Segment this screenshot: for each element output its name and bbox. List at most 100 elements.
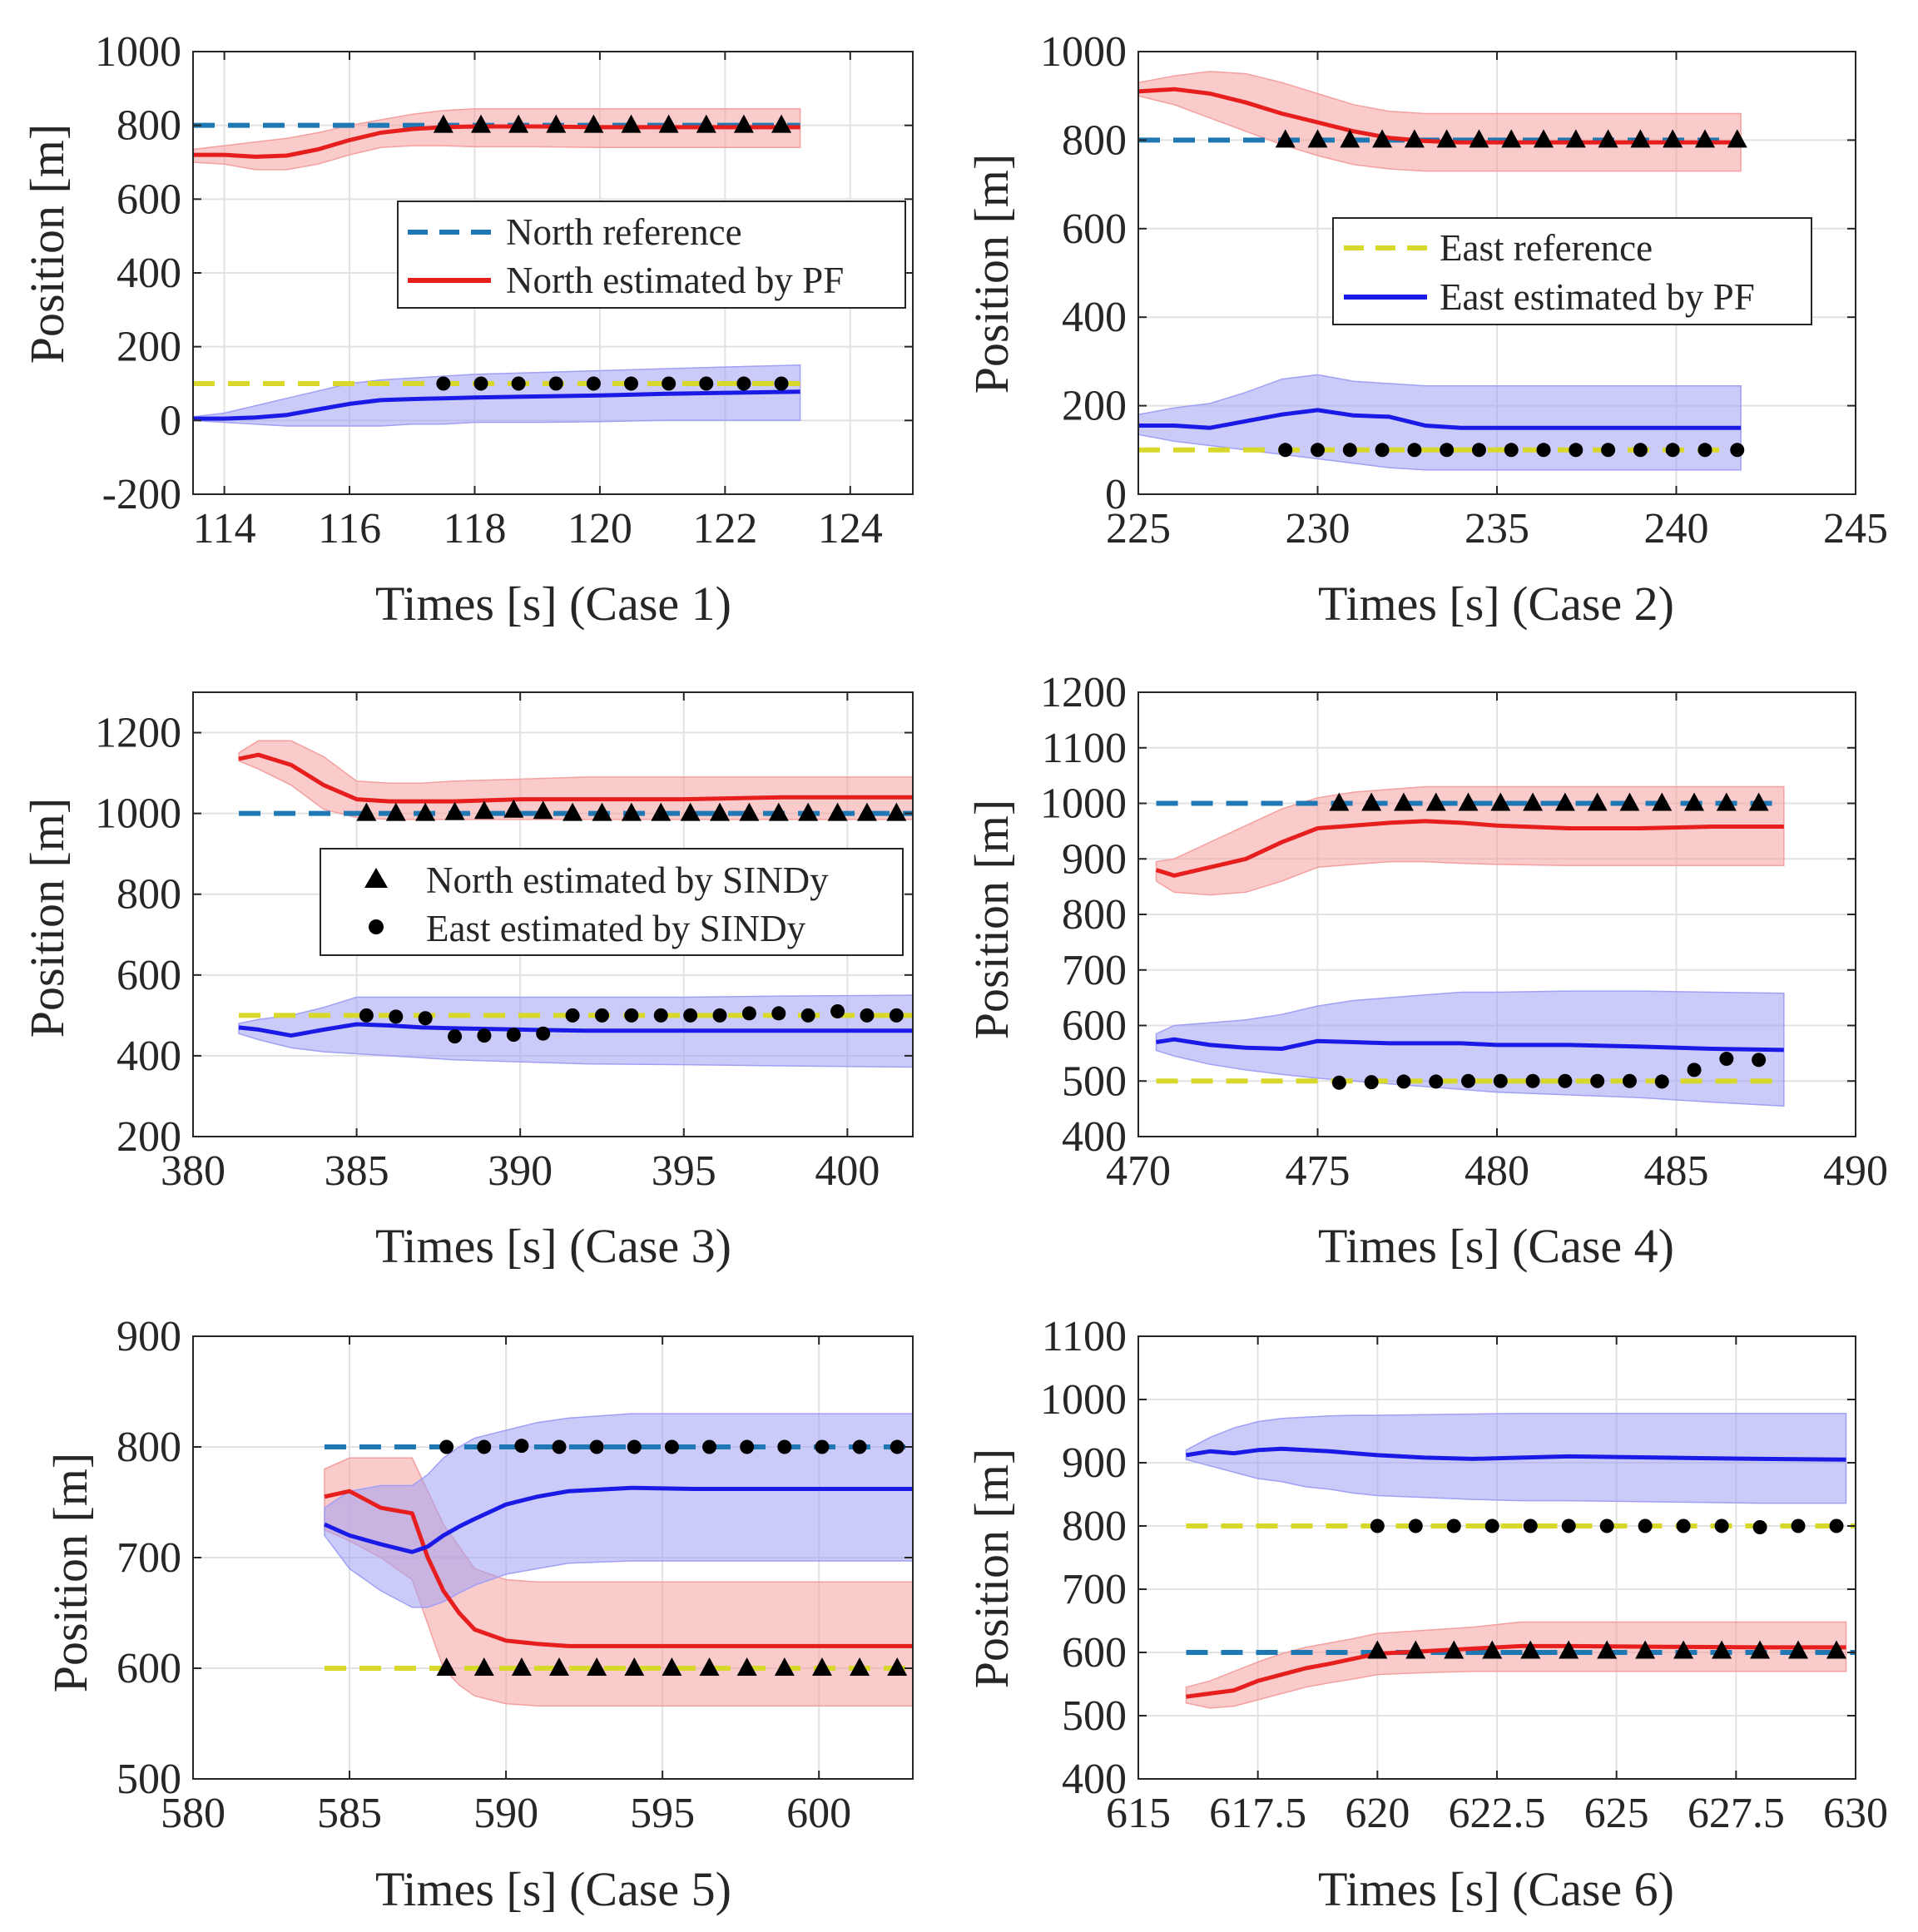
sindy-marker-triangle xyxy=(549,1657,570,1676)
sindy-marker-circle xyxy=(594,1008,609,1023)
sindy-marker-circle xyxy=(1278,443,1293,458)
sindy-marker-circle xyxy=(774,376,789,391)
sindy-marker-circle xyxy=(1654,1074,1669,1089)
sindy-marker-triangle xyxy=(533,800,553,820)
pf-line-east xyxy=(1156,1037,1784,1053)
sindy-marker-circle xyxy=(1523,1518,1538,1533)
sindy-marker-triangle xyxy=(1469,129,1489,148)
x-tick-label: 235 xyxy=(1465,505,1529,552)
sindy-marker-triangle xyxy=(433,114,453,133)
y-tick-label: 400 xyxy=(1062,1756,1127,1803)
plot-area: 380 385 390 395 400 200 400 600 800 1000 1200 xyxy=(95,691,914,1195)
sindy-marker-triangle xyxy=(444,801,465,820)
x-tick-label: 615 xyxy=(1106,1790,1171,1837)
sindy-marker-circle xyxy=(1561,1518,1576,1533)
legend-label-east-sindy: East estimated by SINDy xyxy=(426,908,806,949)
sindy-marker-circle xyxy=(1714,1518,1729,1533)
sindy-marker-circle xyxy=(683,1008,698,1023)
sindy-marker-triangle xyxy=(511,1657,532,1676)
confidence-band-north xyxy=(1185,1621,1847,1709)
sindy-marker-circle xyxy=(712,1008,727,1023)
x-tick-label: 595 xyxy=(630,1790,695,1837)
sindy-marker-circle xyxy=(699,376,714,391)
x-tick-label: 480 xyxy=(1465,1147,1529,1195)
sindy-marker-circle xyxy=(627,1439,642,1454)
sindy-marker-circle xyxy=(624,376,639,391)
sindy-marker-circle xyxy=(890,1439,904,1454)
sindy-marker-triangle xyxy=(583,114,604,133)
sindy-marker-triangle xyxy=(1372,129,1393,148)
sindy-marker-triangle xyxy=(662,1657,682,1676)
y-tick-label: 0 xyxy=(1105,471,1127,518)
x-axis-label: Times [s] (Case 5) xyxy=(375,1862,731,1916)
x-tick-label: 625 xyxy=(1584,1790,1649,1837)
legend: East reference East estimated by PF xyxy=(1332,217,1812,325)
sindy-marker-triangle xyxy=(798,802,819,821)
pf-line-north xyxy=(1155,819,1784,878)
x-tick-label: 617.5 xyxy=(1209,1790,1306,1837)
plot-area: 580 585 590 595 600 500 600 700 800 900 xyxy=(116,1313,914,1837)
y-tick-label: 500 xyxy=(116,1756,181,1803)
x-tick-label: 627.5 xyxy=(1688,1790,1785,1837)
sindy-marker-triangle xyxy=(1340,129,1360,148)
sindy-marker-triangle xyxy=(736,1657,757,1676)
sindy-marker-circle xyxy=(1829,1518,1844,1533)
sindy-marker-triangle xyxy=(1597,1640,1618,1659)
sindy-marker-circle xyxy=(1752,1520,1767,1535)
sindy-marker-triangle xyxy=(624,1657,645,1676)
legend-box xyxy=(397,201,906,309)
x-tick-label: 590 xyxy=(473,1790,538,1837)
series-layer xyxy=(238,740,913,1068)
confidence-band-east xyxy=(324,1413,913,1608)
sindy-marker-triangle xyxy=(1520,1640,1541,1659)
sindy-marker-circle xyxy=(1446,1518,1461,1533)
y-tick-label: 600 xyxy=(116,1645,181,1692)
sindy-marker-circle xyxy=(473,376,488,391)
sindy-marker-circle xyxy=(889,1008,904,1023)
sindy-marker-circle xyxy=(548,376,563,391)
legend-box xyxy=(1332,217,1812,325)
sindy-marker-triangle xyxy=(811,1657,832,1676)
chart-panel-case2: 225 230 235 240 245 0 200 400 600 800 1000 Positio… xyxy=(964,28,1888,631)
sindy-marker-circle xyxy=(565,1008,580,1023)
x-tick-label: 490 xyxy=(1823,1147,1888,1195)
sindy-marker-circle xyxy=(1569,443,1583,458)
sindy-marker-triangle xyxy=(1748,792,1769,811)
y-tick-label: 500 xyxy=(1062,1058,1127,1105)
sindy-marker-circle xyxy=(1331,1075,1346,1090)
sindy-marker-triangle xyxy=(1458,792,1479,811)
x-tick-label: 390 xyxy=(488,1147,553,1195)
y-tick-label: 800 xyxy=(1062,1503,1127,1550)
x-tick-label: 385 xyxy=(325,1147,389,1195)
sindy-marker-triangle xyxy=(850,1657,870,1676)
x-tick-label: 485 xyxy=(1644,1147,1709,1195)
legend-label-east-pf: East estimated by PF xyxy=(1440,276,1755,318)
x-axis-label: Times [s] (Case 1) xyxy=(375,577,731,631)
y-tick-label: 800 xyxy=(1062,891,1127,939)
sindy-marker-triangle xyxy=(1554,792,1575,811)
x-tick-label: 620 xyxy=(1345,1790,1410,1837)
sindy-marker-circle xyxy=(1638,1518,1653,1533)
y-tick-label: 1100 xyxy=(1042,725,1127,772)
x-axis-label: Times [s] (Case 6) xyxy=(1318,1862,1674,1916)
sindy-marker-triangle xyxy=(1307,129,1328,148)
x-tick-label: 380 xyxy=(161,1147,226,1195)
sindy-marker-circle xyxy=(1440,443,1455,458)
y-tick-label: 900 xyxy=(116,1313,181,1360)
sindy-marker-circle xyxy=(664,1439,679,1454)
y-tick-label: 700 xyxy=(1062,1566,1127,1613)
sindy-marker-circle xyxy=(506,1028,521,1043)
sindy-marker-circle xyxy=(662,376,677,391)
sindy-marker-triangle xyxy=(621,802,642,821)
y-tick-label: 600 xyxy=(1062,1003,1127,1050)
sindy-marker-triangle xyxy=(886,802,907,821)
sindy-marker-circle xyxy=(1504,443,1519,458)
series-layer xyxy=(323,1413,913,1707)
sindy-marker-triangle xyxy=(473,800,494,820)
sindy-marker-triangle xyxy=(1630,129,1651,148)
sindy-marker-circle xyxy=(1408,1518,1423,1533)
pf-line-east xyxy=(238,1022,913,1038)
sindy-marker-triangle xyxy=(503,799,524,818)
sindy-marker-circle xyxy=(536,1026,551,1041)
